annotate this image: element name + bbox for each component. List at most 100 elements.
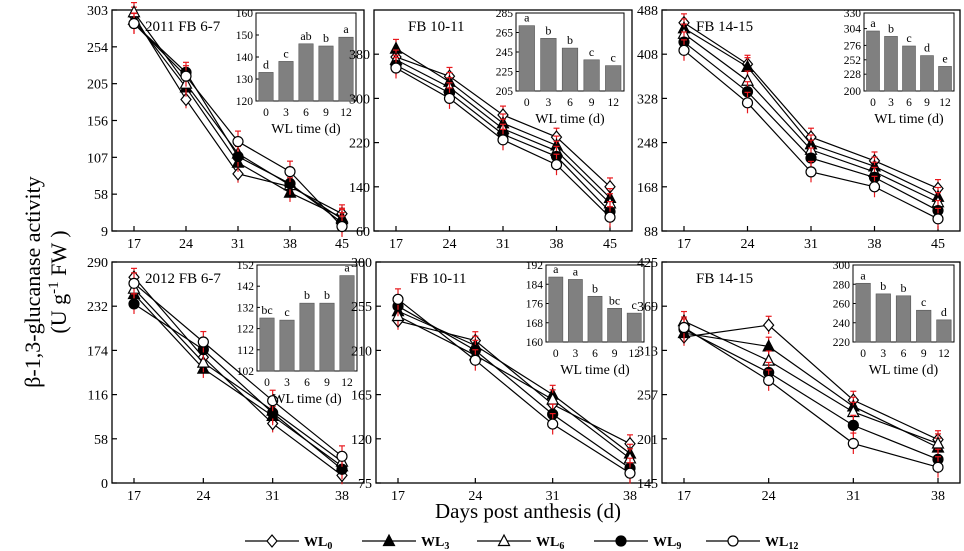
x-tick-label: 24	[468, 489, 482, 504]
inset-x-tick-label: 12	[340, 107, 352, 119]
data-point-wl12	[232, 135, 244, 148]
data-point-wl12	[497, 134, 509, 146]
legend-item-wl6: WL6	[477, 533, 564, 551]
inset-x-axis-title: WL time (d)	[535, 112, 605, 127]
significance-letter: a	[553, 262, 559, 276]
data-point-wl12	[763, 374, 775, 386]
inset-bar	[279, 319, 295, 372]
inset-bar	[299, 302, 315, 372]
inset-bar	[936, 319, 952, 343]
inset-x-axis-title: WL time (d)	[560, 363, 630, 378]
x-tick-label: 24	[762, 489, 776, 504]
y-tick-label: 254	[87, 41, 108, 56]
inset-bar	[875, 293, 891, 343]
data-point-wl12	[469, 354, 481, 366]
y-tick-label: 220	[349, 137, 370, 152]
inset-bar	[540, 38, 557, 92]
inset-y-tick-label: 120	[236, 96, 254, 108]
y-tick-label: 255	[351, 300, 372, 315]
y-tick-label: 88	[644, 225, 658, 240]
data-point-wl12	[847, 437, 859, 450]
significance-letter: b	[545, 23, 551, 37]
inset-y-tick-label: 176	[526, 299, 544, 311]
x-tick-label: 38	[283, 237, 297, 252]
inset-x-axis-title: WL time (d)	[272, 392, 342, 407]
data-point-wl12	[284, 166, 296, 178]
significance-letter: b	[324, 288, 330, 302]
inset-bar	[866, 30, 880, 92]
significance-letter: a	[524, 11, 530, 25]
inset-bar-chart: 120 130 140 150 160 d 0 c 3 ab 6 b 9 a 12 WL time (d)	[236, 8, 357, 137]
y-axis-title: β-1,3-glucanase activity	[20, 176, 45, 388]
legend-marker	[727, 535, 739, 547]
inset-bar	[561, 47, 579, 92]
data-point-wl12	[390, 62, 402, 74]
data-point-wl12	[267, 395, 279, 407]
significance-letter: e	[942, 51, 947, 65]
inset-y-tick-label: 132	[237, 302, 255, 314]
significance-letter: a	[343, 22, 349, 36]
panel-1: 9 58 107 156 205 254 303 17 24 31 38 45 2011 FB 6-7 1…	[87, 1, 365, 252]
y-tick-label: 9	[101, 225, 108, 240]
inset-bar	[916, 309, 932, 343]
data-point-wl12	[678, 321, 690, 334]
significance-letter: b	[567, 33, 573, 47]
legend-marker	[615, 535, 627, 547]
y-tick-label: 257	[637, 389, 658, 404]
y-tick-label: 205	[87, 78, 108, 93]
inset-x-tick-label: 12	[607, 97, 619, 109]
inset-y-tick-label: 245	[496, 47, 514, 59]
series-line-wl9	[133, 303, 343, 470]
inset-bar	[259, 317, 275, 372]
y-tick-label: 0	[101, 477, 108, 492]
inset-x-tick-label: 0	[263, 107, 269, 119]
inset-y-tick-label: 228	[844, 69, 862, 81]
y-tick-label: 75	[358, 477, 372, 492]
series-line-wl12	[683, 327, 939, 468]
significance-letter: b	[901, 281, 907, 295]
inset-y-tick-label: 330	[844, 8, 862, 20]
y-tick-label: 201	[637, 433, 658, 448]
data-point-wl12	[868, 181, 881, 193]
inset-y-tick-label: 130	[236, 74, 254, 86]
inset-y-tick-label: 252	[844, 55, 862, 67]
x-tick-label: 45	[603, 237, 617, 252]
inset-x-tick-label: 0	[264, 377, 270, 389]
inset-x-axis-title: WL time (d)	[271, 122, 341, 137]
y-tick-label: 232	[87, 300, 108, 315]
inset-y-tick-label: 276	[844, 40, 862, 52]
y-tick-label: 107	[87, 151, 108, 166]
significance-letter: c	[906, 31, 911, 45]
significance-letter: c	[283, 46, 288, 60]
significance-letter: d	[941, 305, 947, 319]
y-tick-label: 168	[637, 181, 658, 196]
inset-y-tick-label: 200	[844, 86, 862, 98]
x-tick-label: 31	[846, 489, 860, 504]
inset-bar	[607, 308, 622, 343]
inset-bar	[518, 25, 535, 92]
inset-bar	[298, 43, 314, 102]
data-point-wl12	[624, 467, 636, 479]
legend-item-wl3: WL3	[362, 533, 449, 551]
x-tick-label: 31	[231, 237, 245, 252]
plot-frame	[661, 261, 961, 484]
inset-bar	[319, 302, 335, 372]
significance-letter: c	[589, 45, 594, 59]
y-tick-label: 165	[351, 389, 372, 404]
x-tick-label: 38	[550, 237, 564, 252]
x-tick-label: 38	[623, 489, 637, 504]
y-tick-label: 380	[349, 48, 370, 63]
inset-y-tick-label: 260	[833, 299, 851, 311]
inset-y-tick-label: 304	[844, 24, 862, 36]
x-tick-label: 31	[546, 489, 560, 504]
data-point-wl6	[931, 436, 945, 449]
inset-bar	[920, 55, 934, 92]
x-tick-label: 38	[931, 489, 945, 504]
y-tick-label: 58	[94, 433, 108, 448]
inset-x-tick-label: 12	[939, 97, 951, 109]
inset-y-tick-label: 160	[526, 337, 544, 349]
x-tick-label: 38	[335, 489, 349, 504]
inset-bar-chart: 200 228 252 276 304 330 a 0 b 3 c 6 d 9 e 12 WL time (d)	[844, 8, 955, 127]
inset-x-tick-label: 3	[573, 348, 579, 360]
